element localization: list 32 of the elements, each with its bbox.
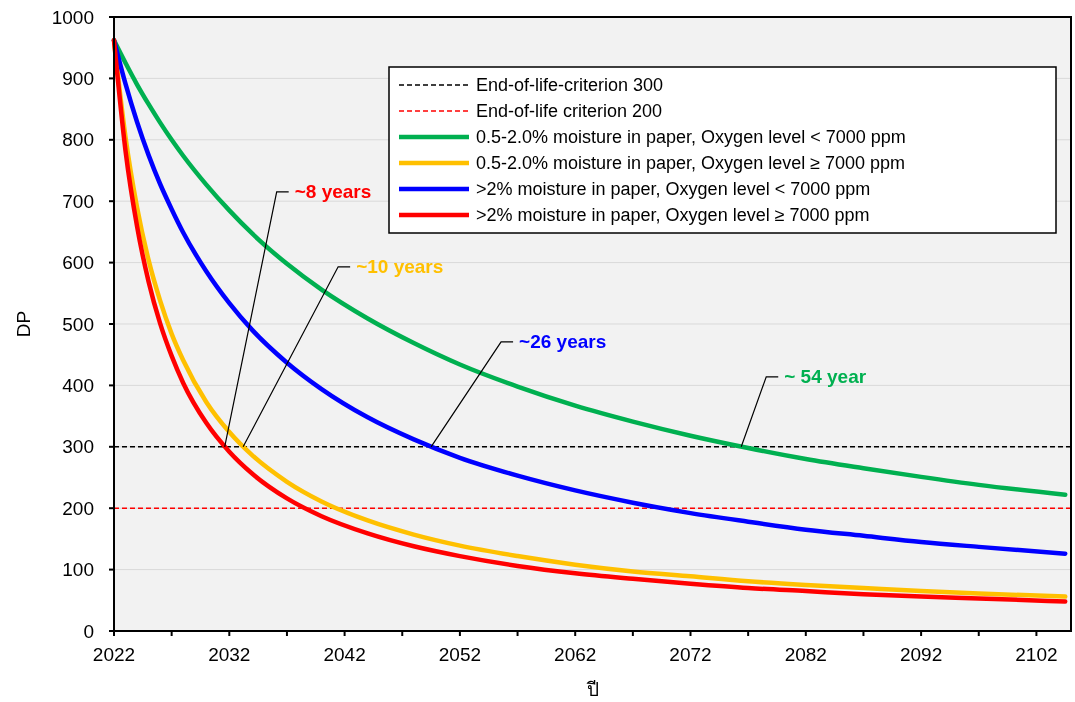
x-tick-label: 2042 [323, 644, 366, 665]
y-tick-label: 200 [62, 497, 94, 519]
y-tick-label: 500 [62, 313, 94, 335]
x-tick-label: 2022 [92, 644, 136, 665]
legend-label: End-of-life criterion 200 [476, 101, 663, 122]
annotation: ~ 54 year [784, 366, 867, 388]
y-tick-label: 300 [62, 436, 94, 458]
legend-label: >2% moisture in paper, Oxygen level ≥ 7000 ppm [476, 205, 870, 226]
legend-label: >2% moisture in paper, Oxygen level < 7000 ppm [476, 179, 871, 200]
x-tick-label: 2032 [208, 644, 251, 665]
y-tick-label: 700 [62, 190, 94, 212]
annotation: ~26 years [519, 331, 607, 353]
legend-label: 0.5-2.0% moisture in paper, Oxygen level ≥ 7000 ppm [476, 153, 906, 174]
x-tick-label: 2102 [1015, 644, 1058, 665]
x-tick-label: 2082 [784, 644, 827, 665]
annotation: ~8 years [294, 181, 372, 203]
y-tick-label: 0 [83, 620, 94, 642]
x-tick-label: 2092 [899, 644, 943, 665]
y-tick-label: 800 [62, 129, 94, 151]
y-tick-label: 600 [62, 252, 94, 274]
legend-label: End-of-life-criterion 300 [476, 75, 664, 96]
y-tick-label: 100 [62, 559, 94, 581]
y-tick-label: 1000 [51, 6, 94, 28]
legend-label: 0.5-2.0% moisture in paper, Oxygen level < 7000 ppm [476, 127, 906, 148]
y-axis-title: DP [13, 310, 34, 338]
y-tick-label: 900 [62, 68, 94, 90]
annotation: ~10 years [356, 256, 444, 278]
y-tick-label: 400 [62, 375, 94, 397]
x-tick-label: 2052 [438, 644, 482, 665]
x-tick-label: 2072 [669, 644, 712, 665]
x-axis-title: ปี [585, 679, 599, 700]
x-tick-label: 2062 [554, 644, 597, 665]
